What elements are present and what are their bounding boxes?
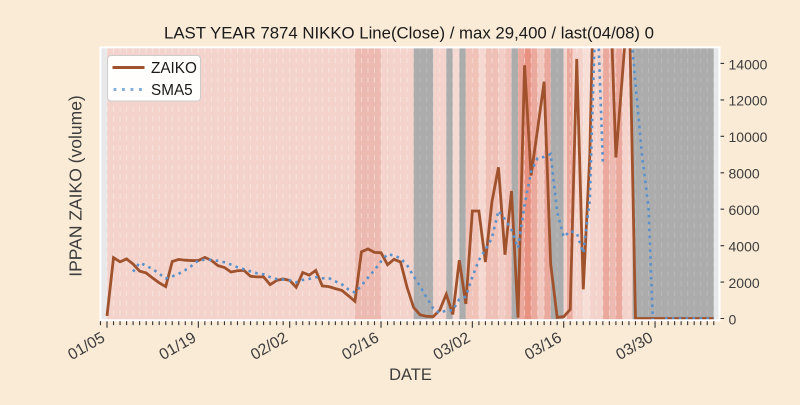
svg-text:ZAIKO: ZAIKO [151, 60, 197, 77]
svg-text:LAST YEAR 7874 NIKKO Line(Clos: LAST YEAR 7874 NIKKO Line(Close) / max 2… [164, 24, 654, 43]
svg-text:6000: 6000 [729, 202, 760, 218]
svg-text:4000: 4000 [729, 238, 760, 254]
svg-text:IPPAN ZAIKO (volume): IPPAN ZAIKO (volume) [66, 95, 86, 277]
svg-text:12000: 12000 [729, 93, 768, 109]
svg-text:2000: 2000 [729, 275, 760, 291]
svg-text:10000: 10000 [729, 129, 768, 145]
svg-text:SMA5: SMA5 [151, 82, 193, 99]
svg-text:0: 0 [729, 311, 737, 327]
svg-text:8000: 8000 [729, 166, 760, 182]
svg-text:DATE: DATE [389, 366, 432, 384]
svg-text:14000: 14000 [729, 56, 768, 72]
